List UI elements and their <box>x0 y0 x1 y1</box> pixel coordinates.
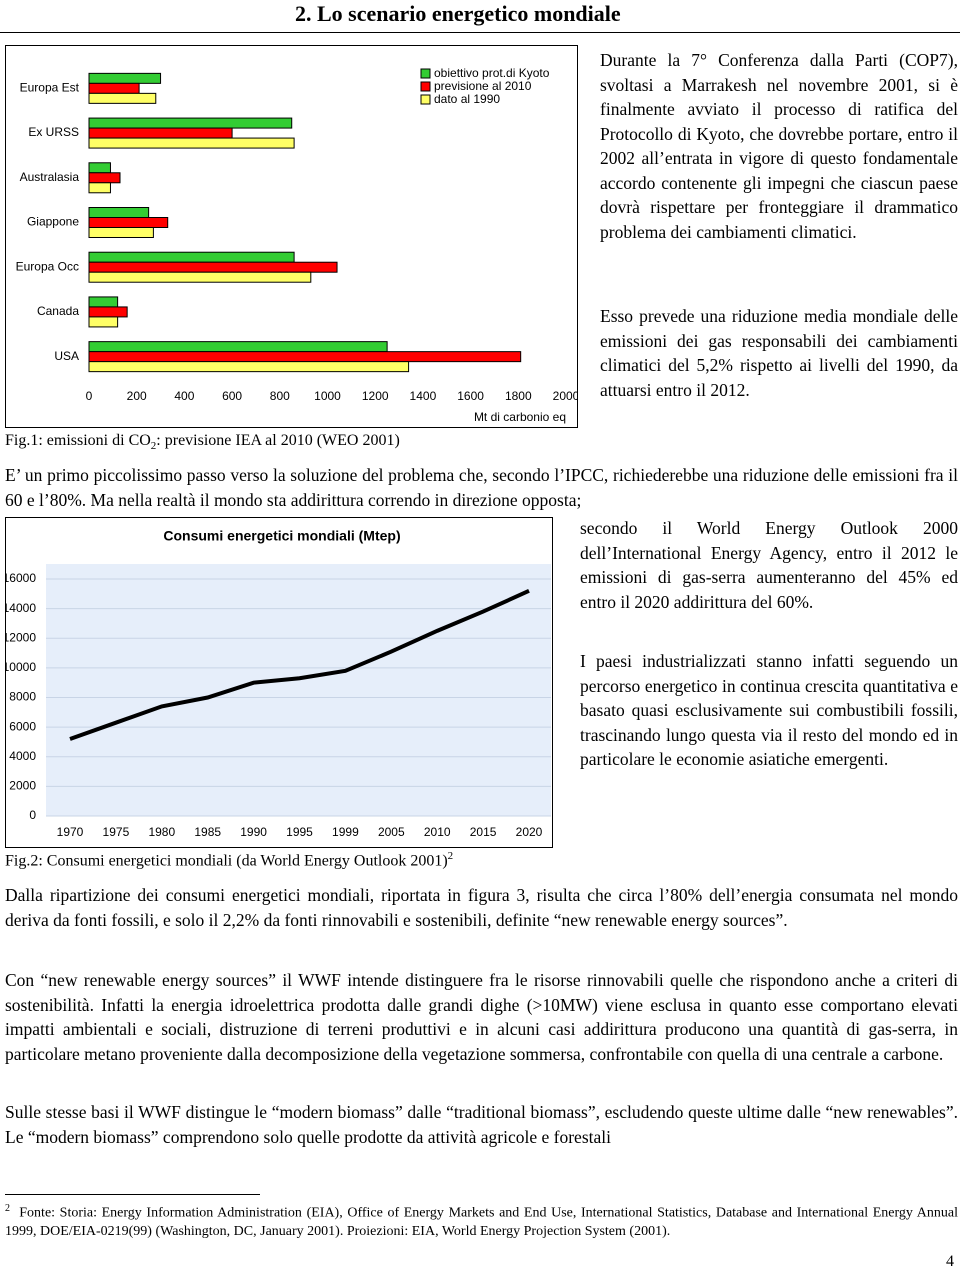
caption-text: : previsione IEA al 2010 (WEO 2001) <box>156 432 400 449</box>
x-tick-label: 1995 <box>286 825 313 839</box>
footnote: 2 Fonte: Storia: Energy Information Admi… <box>5 1200 958 1241</box>
y-tick-label: 4000 <box>9 749 36 763</box>
legend-label: previsione al 2010 <box>434 79 532 93</box>
bar <box>88 92 157 104</box>
paragraph: Sulle stesse basi il WWF distingue le “m… <box>5 1102 958 1147</box>
x-tick-label: 800 <box>270 389 290 403</box>
x-tick-label: 1600 <box>457 389 484 403</box>
energy-chart: Consumi energetici mondiali (Mtep) 0 2000 4… <box>5 517 553 848</box>
bar <box>88 261 338 273</box>
bar <box>88 217 169 228</box>
y-tick-label: 6000 <box>9 719 36 733</box>
bar <box>88 361 410 373</box>
legend-label: obiettivo prot.di Kyoto <box>434 66 550 80</box>
footnote-ref: 2 <box>447 850 454 862</box>
x-tick-label: 2005 <box>378 825 405 839</box>
caption-text: Fig.1: emissioni di CO <box>5 432 151 449</box>
y-tick-label: 14000 <box>5 601 36 615</box>
y-tick-label: Australasia <box>20 170 80 184</box>
x-tick-label: 1800 <box>505 389 532 403</box>
bar <box>88 72 162 84</box>
bar <box>88 341 388 353</box>
y-tick-label: Ex URSS <box>28 125 79 139</box>
y-tick-label: 12000 <box>5 630 36 644</box>
caption-text: Fig.2: Consumi energetici mondiali (da W… <box>5 852 448 870</box>
x-tick-label: 1000 <box>314 389 341 403</box>
y-tick-label: Canada <box>37 304 79 318</box>
line-series <box>69 589 530 741</box>
x-tick-label: 600 <box>222 389 242 403</box>
bar <box>88 227 154 238</box>
chart-title: Consumi energetici mondiali (Mtep) <box>163 528 400 544</box>
footnote-rule <box>5 1194 260 1195</box>
x-tick-label: 400 <box>174 389 194 403</box>
bar <box>88 251 295 263</box>
y-tick-label: 0 <box>29 808 36 822</box>
paragraph: Durante la 7° Conferenza dalla Parti (CO… <box>600 50 958 242</box>
x-tick-label: 1970 <box>57 825 84 839</box>
bar <box>88 207 150 218</box>
bar <box>88 316 119 328</box>
page-number: 4 <box>946 1253 954 1270</box>
paragraph: secondo il World Energy Outlook 2000 del… <box>580 518 958 612</box>
bar <box>88 296 119 308</box>
bar <box>88 162 111 174</box>
y-tick-label: Europa Est <box>20 81 80 95</box>
legend-swatch <box>420 68 431 79</box>
paragraph: Con “new renewable energy sources” il WW… <box>5 970 958 1064</box>
bar <box>88 271 312 283</box>
legend-label: dato al 1990 <box>434 92 500 106</box>
paragraph: I paesi industrializzati stanno infatti … <box>580 651 958 769</box>
emissions-chart: 0 200 400 600 800 1000 1200 1400 1600 1800 2000 Mt … <box>5 45 578 428</box>
x-tick-label: 1200 <box>362 389 389 403</box>
x-tick-label: 2010 <box>424 825 451 839</box>
x-tick-label: 0 <box>86 389 93 403</box>
x-tick-label: 1999 <box>332 825 359 839</box>
y-tick-label: Giappone <box>27 215 79 229</box>
paragraph: E’ un primo piccolissimo passo verso la … <box>5 465 958 510</box>
x-tick-label: 2015 <box>470 825 497 839</box>
x-tick-label: 1400 <box>410 389 437 403</box>
y-tick-label: 16000 <box>5 571 36 585</box>
x-tick-label: 2000 <box>553 389 578 403</box>
bar <box>88 351 522 363</box>
paragraph: Esso prevede una riduzione media mondial… <box>600 306 958 400</box>
caption-subscript: 2 <box>150 440 157 453</box>
bar <box>88 117 293 129</box>
y-tick-label: 8000 <box>9 690 36 704</box>
x-tick-label: 1980 <box>148 825 175 839</box>
x-tick-label: 1990 <box>240 825 267 839</box>
legend-swatch <box>420 94 431 105</box>
y-tick-label: 2000 <box>9 779 36 793</box>
y-tick-label: USA <box>54 349 79 363</box>
x-tick-label: 1975 <box>103 825 130 839</box>
header-title: 2. Lo scenario energetico mondiale <box>295 1 621 26</box>
figure-caption: Fig.2: Consumi energetici mondiali (da W… <box>5 850 453 870</box>
bar <box>88 127 233 139</box>
figure-caption: Fig.1: emissioni di CO2: previsione IEA … <box>5 432 400 452</box>
bar <box>88 182 111 194</box>
bar <box>88 306 128 318</box>
x-tick-label: 2020 <box>516 825 543 839</box>
footnote-text: Fonte: Storia: Energy Information Admini… <box>5 1205 959 1239</box>
bar <box>88 82 140 94</box>
header: 2. Lo scenario energetico mondiale <box>0 0 960 33</box>
bar <box>88 137 295 149</box>
legend-swatch <box>420 81 431 92</box>
x-tick-label: 1985 <box>194 825 221 839</box>
plot-area <box>46 564 551 816</box>
y-tick-label: 10000 <box>5 660 36 674</box>
x-tick-label: 200 <box>127 389 147 403</box>
paragraph: Dalla ripartizione dei consumi energetic… <box>5 885 958 930</box>
y-tick-label: Europa Occ <box>16 259 79 273</box>
bar <box>88 172 121 184</box>
x-axis-label: Mt di carbonio eq <box>474 410 566 424</box>
footnote-mark: 2 <box>5 1203 10 1214</box>
